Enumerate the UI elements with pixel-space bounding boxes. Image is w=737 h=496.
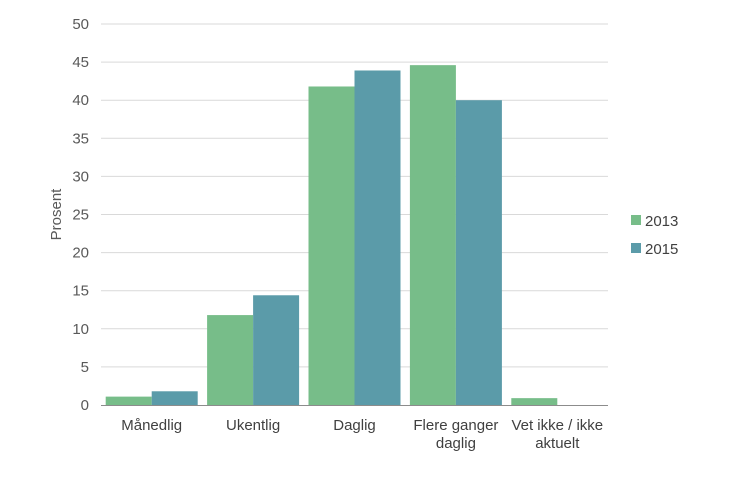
- x-category-label: Flere ganger daglig: [413, 417, 498, 452]
- legend-label-2013: 2013: [645, 213, 678, 230]
- y-tick-label: 5: [81, 359, 89, 376]
- x-category-label: Månedlig: [121, 417, 182, 434]
- y-axis-ticks: 0 5 10 15 20 25 30 35 40 45 50: [72, 16, 89, 414]
- bar-2013-2: [308, 86, 355, 405]
- y-tick-label: 35: [72, 130, 89, 147]
- bar-2015-0: [151, 391, 198, 405]
- x-category-label: Daglig: [333, 417, 376, 434]
- y-tick-label: 40: [72, 92, 89, 109]
- x-category-label: Ukentlig: [226, 417, 280, 434]
- y-tick-label: 20: [72, 245, 89, 262]
- y-axis-title: Prosent: [48, 188, 65, 241]
- y-tick-label: 15: [72, 283, 89, 300]
- bar-2013-3: [409, 65, 456, 405]
- bar-2015-2: [354, 70, 401, 406]
- y-tick-label: 45: [72, 54, 89, 71]
- bar-2013-1: [207, 315, 254, 405]
- legend-swatch-2013: [631, 215, 641, 225]
- x-category-label: Vet ikke / ikke aktuelt: [511, 417, 603, 452]
- y-tick-label: 10: [72, 321, 89, 338]
- y-tick-label: 50: [72, 16, 89, 33]
- bar-2015-3: [455, 100, 502, 405]
- bar-2013-0: [105, 396, 152, 405]
- y-tick-label: 25: [72, 207, 89, 224]
- y-tick-label: 30: [72, 168, 89, 185]
- legend: 2013 2015: [631, 213, 678, 258]
- legend-label-2015: 2015: [645, 241, 678, 258]
- bar-2015-1: [253, 295, 300, 405]
- bars: [105, 65, 558, 406]
- legend-swatch-2015: [631, 243, 641, 253]
- y-tick-label: 0: [81, 397, 89, 414]
- x-axis-categories: Månedlig Ukentlig Daglig Flere ganger daglig…: [121, 417, 603, 452]
- bar-2013-4: [511, 398, 558, 405]
